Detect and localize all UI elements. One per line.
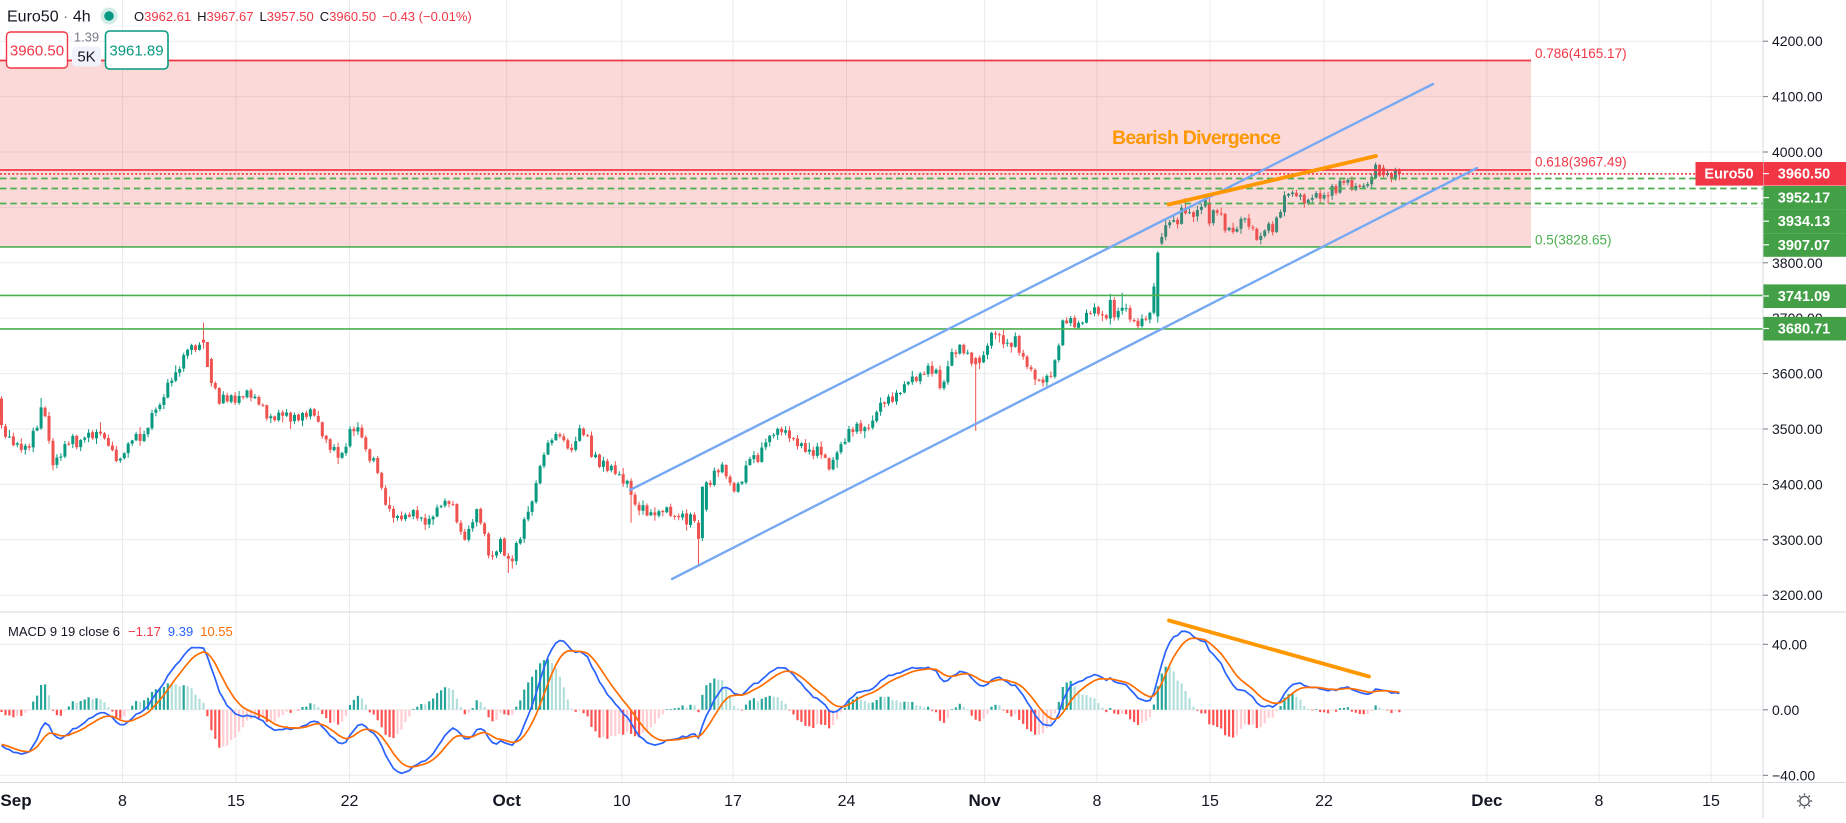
svg-text:3300.00: 3300.00	[1772, 532, 1823, 548]
svg-text:Bearish Divergence: Bearish Divergence	[1112, 127, 1281, 149]
svg-text:Oct: Oct	[493, 791, 522, 810]
svg-text:Dec: Dec	[1471, 791, 1502, 810]
svg-text:15: 15	[1201, 793, 1219, 810]
svg-text:0.5(3828.65): 0.5(3828.65)	[1535, 233, 1612, 248]
svg-text:Euro50 · 4h: Euro50 · 4h	[7, 9, 91, 26]
svg-text:4100.00: 4100.00	[1772, 89, 1823, 105]
svg-text:5K: 5K	[77, 49, 95, 66]
svg-text:24: 24	[838, 793, 856, 810]
svg-text:3907.07: 3907.07	[1778, 238, 1830, 254]
svg-text:4000.00: 4000.00	[1772, 144, 1823, 160]
svg-text:3952.17: 3952.17	[1778, 191, 1830, 207]
svg-text:8: 8	[1595, 793, 1604, 810]
svg-text:3934.13: 3934.13	[1778, 214, 1830, 230]
svg-text:3741.09: 3741.09	[1778, 289, 1830, 305]
svg-text:4200.00: 4200.00	[1772, 33, 1823, 49]
svg-text:15: 15	[1702, 793, 1720, 810]
svg-text:10: 10	[613, 793, 631, 810]
svg-text:0.786(4165.17): 0.786(4165.17)	[1535, 46, 1627, 61]
svg-text:3960.50: 3960.50	[10, 43, 64, 60]
svg-text:Sep: Sep	[0, 791, 31, 810]
svg-text:8: 8	[1093, 793, 1102, 810]
svg-text:3960.50: 3960.50	[1778, 167, 1830, 183]
svg-text:40.00: 40.00	[1772, 636, 1807, 652]
svg-text:0.00: 0.00	[1772, 702, 1799, 718]
svg-text:−40.00: −40.00	[1772, 767, 1815, 783]
svg-text:3800.00: 3800.00	[1772, 255, 1823, 271]
svg-text:22: 22	[341, 793, 359, 810]
svg-text:17: 17	[724, 793, 742, 810]
svg-text:0.618(3967.49): 0.618(3967.49)	[1535, 155, 1627, 170]
svg-text:8: 8	[118, 793, 127, 810]
svg-text:3600.00: 3600.00	[1772, 366, 1823, 382]
svg-text:22: 22	[1315, 793, 1333, 810]
svg-text:3680.71: 3680.71	[1778, 322, 1830, 338]
svg-text:Nov: Nov	[969, 791, 1002, 810]
svg-text:1.39: 1.39	[74, 30, 99, 45]
svg-text:Euro50: Euro50	[1704, 167, 1753, 183]
svg-text:3500.00: 3500.00	[1772, 421, 1823, 437]
svg-text:3200.00: 3200.00	[1772, 587, 1823, 603]
svg-text:15: 15	[227, 793, 245, 810]
svg-text:3961.89: 3961.89	[109, 43, 163, 60]
svg-text:3400.00: 3400.00	[1772, 476, 1823, 492]
